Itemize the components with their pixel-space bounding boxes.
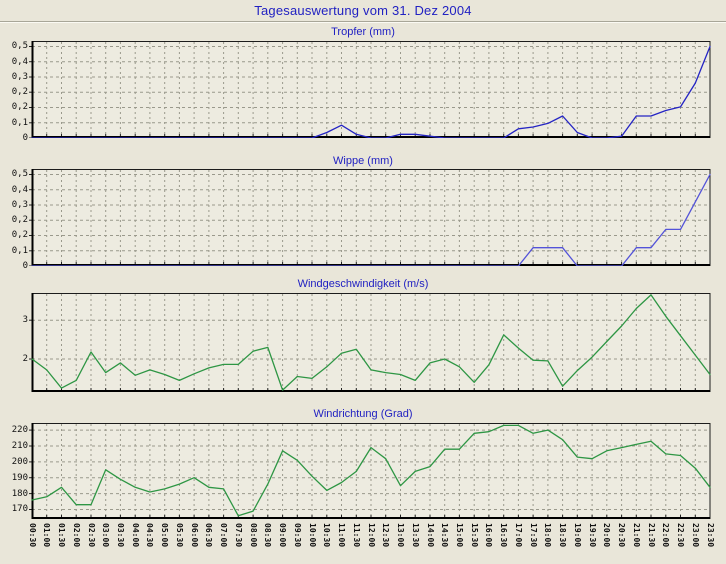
y-axis-label: 0,4 bbox=[11, 185, 28, 195]
x-axis-label: 08:30 bbox=[263, 523, 273, 548]
chart-plot-windgeschwindigkeit bbox=[0, 293, 726, 397]
x-axis-label: 22:30 bbox=[676, 523, 685, 548]
y-axis-label: 180 bbox=[11, 489, 28, 499]
x-axis-label: 18:00 bbox=[543, 523, 553, 548]
x-axis-label: 15:30 bbox=[469, 523, 479, 548]
title-separator bbox=[0, 21, 726, 23]
x-axis-label: 02:30 bbox=[86, 523, 96, 548]
x-axis-label: 13:00 bbox=[396, 523, 405, 548]
y-axis-label: 170 bbox=[11, 504, 28, 514]
x-axis-label: 16:00 bbox=[484, 523, 494, 548]
x-axis-label: 11:30 bbox=[351, 523, 361, 548]
x-axis-label: 06:00 bbox=[189, 523, 199, 548]
x-axis-label: 20:00 bbox=[602, 523, 612, 548]
x-axis-label: 18:30 bbox=[558, 523, 568, 548]
y-axis-label: 3 bbox=[22, 315, 28, 325]
x-axis-label: 01:00 bbox=[42, 523, 52, 548]
x-axis-label: 23:30 bbox=[705, 523, 715, 548]
x-axis-label: 09:00 bbox=[278, 523, 288, 548]
x-axis-label: 05:30 bbox=[174, 523, 184, 548]
x-axis-label: 00:30 bbox=[27, 523, 37, 548]
x-axis-label: 17:30 bbox=[528, 523, 538, 548]
x-axis-label: 04:00 bbox=[130, 523, 140, 548]
x-axis-label: 22:00 bbox=[661, 523, 671, 548]
chart-plot-svg bbox=[29, 41, 711, 139]
y-axis-label: 2 bbox=[22, 354, 28, 364]
chart-plot-wippe bbox=[0, 169, 726, 271]
chart-title-windrichtung: Windrichtung (Grad) bbox=[313, 408, 413, 420]
y-axis-label: 0,3 bbox=[11, 200, 28, 210]
x-axis-label: 11:00 bbox=[337, 523, 346, 548]
y-axis-label: 0,3 bbox=[11, 72, 28, 82]
x-axis-label: 17:00 bbox=[513, 523, 523, 548]
y-axis-label: 0,5 bbox=[11, 41, 28, 51]
y-axis-label: 0,2 bbox=[11, 230, 28, 240]
x-axis-label: 04:30 bbox=[145, 523, 155, 548]
data-line bbox=[31, 294, 711, 391]
x-axis-label: 21:00 bbox=[631, 523, 641, 548]
x-axis-label: 06:30 bbox=[204, 523, 214, 548]
x-axis-label: 07:30 bbox=[233, 523, 243, 548]
x-axis-label: 16:30 bbox=[499, 523, 509, 548]
y-axis-label: 0,5 bbox=[11, 169, 28, 179]
chart-plot-svg bbox=[29, 169, 711, 267]
x-axis-label: 15:00 bbox=[454, 523, 464, 548]
x-axis-label: 03:00 bbox=[101, 523, 111, 548]
x-axis-label: 13:30 bbox=[410, 523, 420, 548]
y-axis-label: 210 bbox=[11, 441, 28, 451]
y-axis-label: 0,1 bbox=[11, 118, 28, 128]
x-axis-label: 23:00 bbox=[690, 523, 700, 548]
chart-plot-svg bbox=[29, 423, 711, 519]
x-axis-label: 03:30 bbox=[115, 523, 125, 548]
y-axis-label: 0,4 bbox=[11, 57, 28, 67]
x-axis-label: 05:00 bbox=[160, 523, 170, 548]
chart-title-tropfer: Tropfer (mm) bbox=[331, 26, 395, 38]
x-axis-label: 01:30 bbox=[57, 523, 66, 548]
x-axis-label: 21:30 bbox=[646, 523, 656, 548]
x-axis-label: 02:00 bbox=[71, 523, 81, 548]
report-title: Tagesauswertung vom 31. Dez 2004 bbox=[254, 3, 472, 18]
x-axis-label: 12:30 bbox=[381, 523, 391, 548]
x-axis-label: 10:30 bbox=[322, 523, 332, 548]
y-axis-label: 0,2 bbox=[11, 87, 28, 97]
chart-title-windgeschwindigkeit: Windgeschwindigkeit (m/s) bbox=[297, 278, 429, 290]
y-axis-label: 0,2 bbox=[11, 215, 28, 225]
x-axis-label: 20:30 bbox=[617, 523, 627, 548]
y-axis-label: 0 bbox=[22, 261, 28, 271]
y-axis-label: 200 bbox=[11, 457, 28, 467]
x-axis-label: 19:30 bbox=[587, 523, 597, 548]
x-axis-label: 14:00 bbox=[425, 523, 435, 548]
x-axis-label: 09:30 bbox=[292, 523, 302, 548]
y-axis-label: 0,1 bbox=[11, 246, 28, 256]
x-axis-label: 08:00 bbox=[248, 523, 258, 548]
x-axis-label: 12:00 bbox=[366, 523, 376, 548]
y-axis-label: 0,2 bbox=[11, 102, 28, 112]
x-axis-label: 10:00 bbox=[307, 523, 317, 548]
x-axis-label: 07:00 bbox=[219, 523, 229, 548]
chart-plot-tropfer bbox=[0, 41, 726, 143]
chart-plot-windrichtung bbox=[0, 423, 726, 524]
chart-title-wippe: Wippe (mm) bbox=[333, 155, 393, 167]
x-axis-label: 14:30 bbox=[440, 523, 450, 548]
x-axis-label: 19:00 bbox=[572, 523, 582, 548]
y-axis-label: 190 bbox=[11, 473, 28, 483]
chart-plot-svg bbox=[29, 293, 711, 392]
y-axis-label: 220 bbox=[11, 425, 28, 435]
data-line bbox=[31, 424, 711, 517]
y-axis-label: 0 bbox=[22, 133, 28, 143]
